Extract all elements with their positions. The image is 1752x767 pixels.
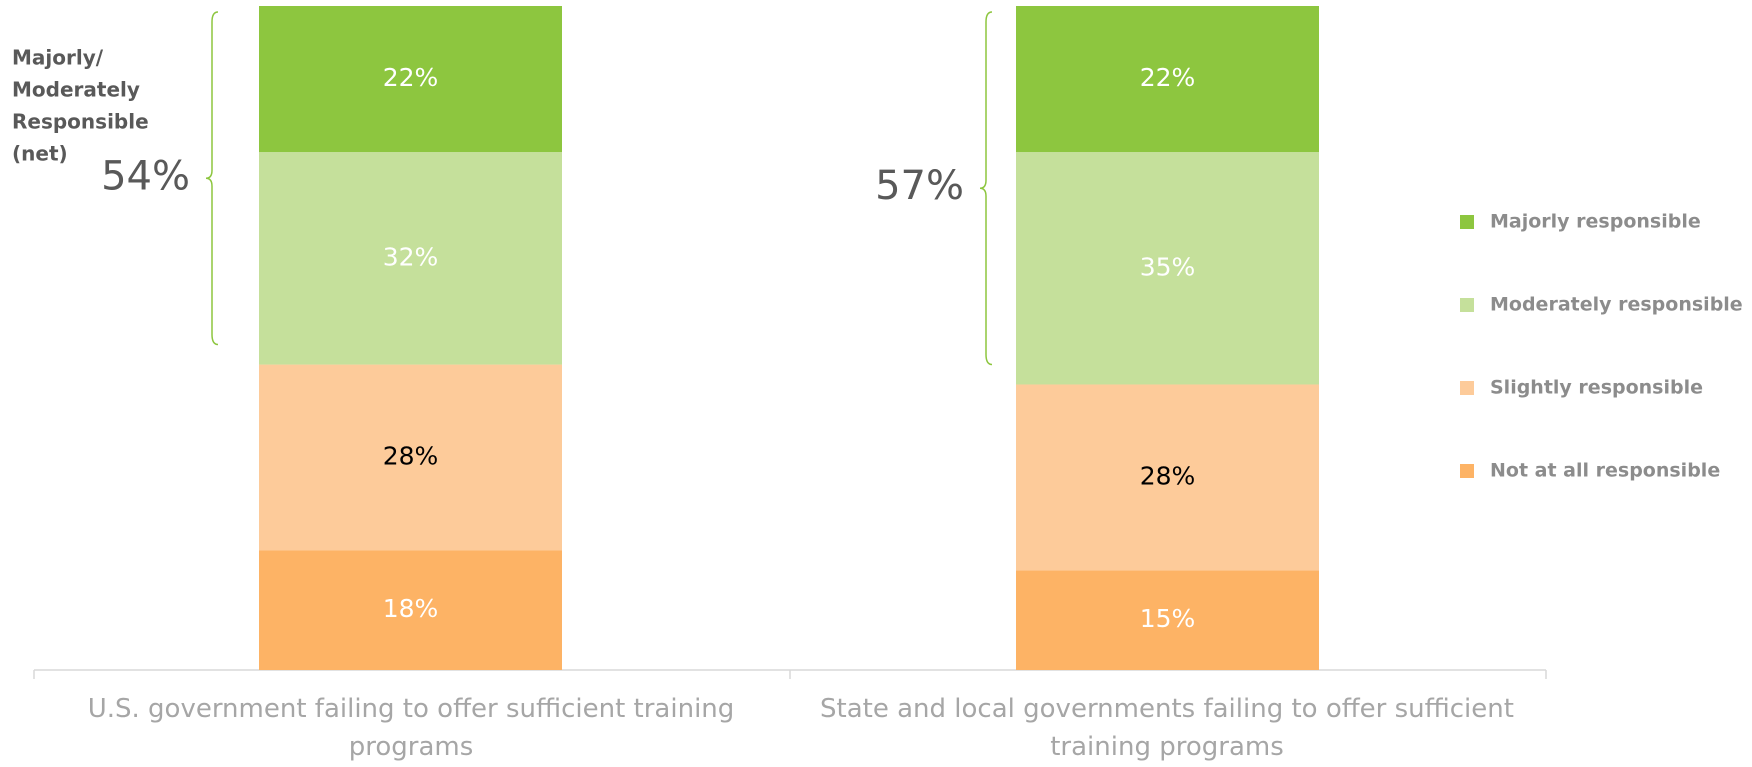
bar-segment [259, 6, 562, 153]
data-label: 15% [1140, 604, 1196, 633]
data-label: 18% [383, 594, 439, 623]
net-label: Responsible [12, 110, 149, 134]
net-label: Majorly/ [12, 46, 104, 70]
data-label: 22% [383, 63, 439, 92]
bar-segment [1016, 384, 1319, 571]
x-tick-label: U.S. government failing to offer suffici… [87, 694, 735, 762]
bar-segment [259, 152, 562, 365]
bar-segment [259, 550, 562, 670]
data-label: 28% [383, 442, 439, 471]
legend-swatch [1460, 464, 1474, 478]
net-value-label: 54% [101, 153, 190, 199]
net-label: (net) [12, 142, 68, 166]
net-bracket [205, 11, 219, 346]
data-label: 35% [1140, 252, 1196, 281]
net-bracket [979, 11, 993, 366]
legend-swatch [1460, 215, 1474, 229]
legend-swatch [1460, 381, 1474, 395]
legend-label: Not at all responsible [1490, 460, 1720, 482]
legend-swatch [1460, 298, 1474, 312]
bar-segment [1016, 152, 1319, 385]
data-label: 28% [1140, 461, 1196, 490]
legend-label: Slightly responsible [1490, 377, 1703, 399]
net-value-label: 57% [875, 163, 964, 209]
bar-segment [1016, 570, 1319, 670]
bar-segment [259, 364, 562, 551]
x-tick-label: State and local governments failing to o… [820, 694, 1514, 762]
bar-segment [1016, 6, 1319, 153]
net-label: Moderately [12, 78, 140, 102]
data-label: 22% [1140, 63, 1196, 92]
data-label: 32% [383, 242, 439, 271]
legend-label: Majorly responsible [1490, 211, 1701, 233]
legend-label: Moderately responsible [1490, 294, 1743, 316]
